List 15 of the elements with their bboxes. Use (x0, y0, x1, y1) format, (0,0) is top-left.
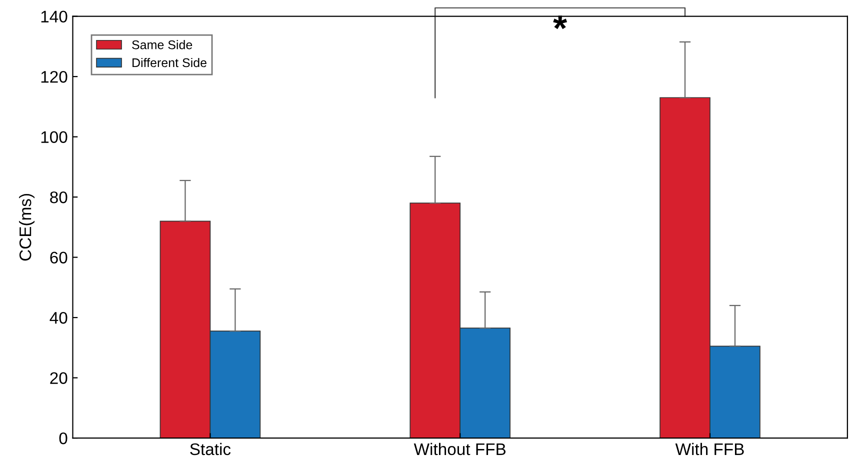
y-axis-title: CCE(ms) (19, 194, 35, 261)
y-tick-label: 100 (41, 131, 68, 144)
legend-label: Different Side (132, 58, 206, 68)
y-tick-label: 60 (50, 252, 68, 264)
y-tick-label: 140 (41, 10, 68, 23)
y-tick-label: 20 (50, 372, 68, 384)
x-tick-label: Static (190, 442, 231, 456)
y-tick-label: 40 (50, 312, 68, 324)
y-tick-label: 0 (59, 432, 68, 444)
annotation: * (553, 16, 568, 30)
legend-label: Same Side (132, 40, 192, 50)
y-tick-label: 120 (41, 70, 68, 83)
x-tick-label: With FFB (675, 442, 744, 456)
x-tick-label: Without FFB (414, 442, 506, 456)
y-tick-label: 80 (50, 191, 68, 204)
